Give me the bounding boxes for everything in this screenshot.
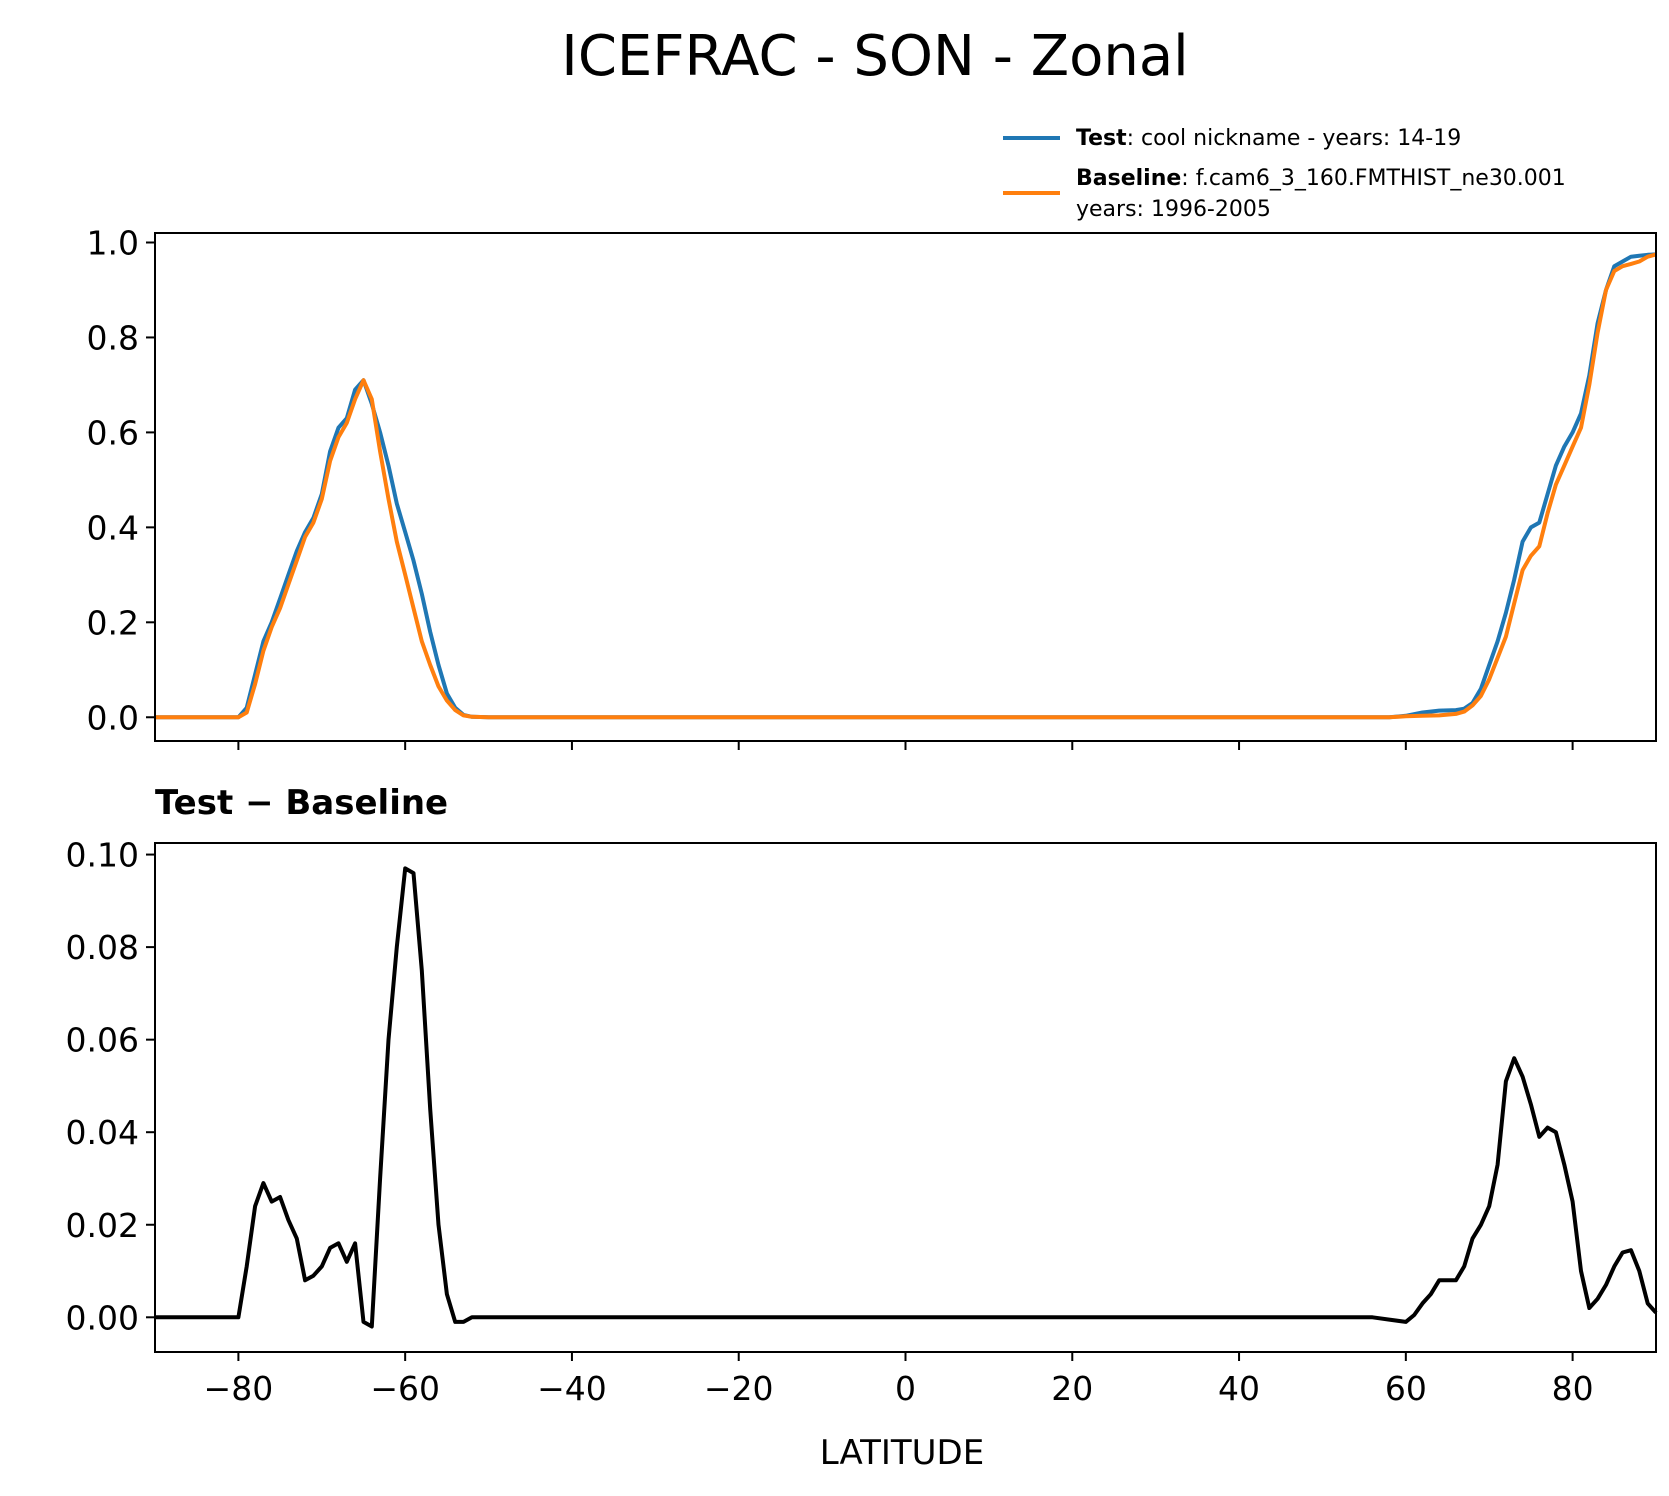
top-axes: 0.0 0.2 0.4 0.6 0.8 1.0 bbox=[87, 223, 1657, 750]
legend-baseline-text: : f.cam6_3_160.FMTHIST_ne30.001 bbox=[1181, 166, 1566, 191]
top-y-tick-label: 0.4 bbox=[87, 508, 139, 547]
bottom-x-tick-label: 40 bbox=[1218, 1369, 1260, 1408]
bottom-x-tick-label: −60 bbox=[370, 1369, 440, 1408]
x-axis-label: LATITUDE bbox=[820, 1433, 984, 1473]
top-x-ticks bbox=[237, 741, 1574, 750]
bottom-series bbox=[155, 866, 1658, 1329]
bottom-x-ticks: −80 −60 −40 −20 0 20 40 60 80 bbox=[204, 1352, 1594, 1408]
bottom-y-tick-label: 0.04 bbox=[66, 1113, 139, 1152]
top-y-tick-label: 0.0 bbox=[87, 698, 139, 737]
bottom-y-ticks: 0.00 0.02 0.04 0.06 0.08 0.10 bbox=[66, 836, 155, 1337]
bottom-series-line-difference bbox=[155, 866, 1658, 1329]
bottom-x-tick-label: −40 bbox=[537, 1369, 607, 1408]
top-series bbox=[155, 252, 1657, 720]
bottom-x-tick-label: 0 bbox=[895, 1369, 916, 1408]
bottom-x-tick-label: 80 bbox=[1552, 1369, 1594, 1408]
bottom-y-tick-label: 0.02 bbox=[66, 1206, 139, 1245]
top-y-tick-label: 0.2 bbox=[87, 603, 139, 642]
figure-title: ICEFRAC - SON - Zonal bbox=[561, 24, 1188, 89]
legend-label-baseline: Baseline: f.cam6_3_160.FMTHIST_ne30.001 bbox=[1076, 166, 1566, 191]
bottom-x-tick-label: 20 bbox=[1051, 1369, 1093, 1408]
bottom-y-tick-label: 0.10 bbox=[66, 836, 139, 875]
bottom-x-tick-label: −20 bbox=[704, 1369, 774, 1408]
legend-label-baseline-line2: years: 1996-2005 bbox=[1076, 197, 1271, 222]
bottom-axes-frame bbox=[154, 842, 1657, 1353]
top-series-line-baseline bbox=[155, 252, 1657, 720]
bottom-x-tick-label: −80 bbox=[204, 1369, 274, 1408]
legend-test-name: Test bbox=[1076, 126, 1127, 151]
legend: Test: cool nickname - years: 14-19 Basel… bbox=[1003, 126, 1566, 222]
top-y-tick-label: 0.6 bbox=[87, 413, 139, 452]
bottom-y-tick-label: 0.06 bbox=[66, 1021, 139, 1060]
top-y-tick-label: 0.8 bbox=[87, 318, 139, 357]
bottom-y-tick-label: 0.00 bbox=[66, 1298, 139, 1337]
bottom-x-tick-label: 60 bbox=[1385, 1369, 1427, 1408]
bottom-axes-title: Test − Baseline bbox=[155, 783, 448, 823]
bottom-axes: 0.00 0.02 0.04 0.06 0.08 0.10 −80 −60 −40 −20 0 20… bbox=[66, 836, 1658, 1408]
bottom-y-tick-label: 0.08 bbox=[66, 928, 139, 967]
top-axes-frame bbox=[154, 232, 1657, 742]
legend-test-text: : cool nickname - years: 14-19 bbox=[1127, 126, 1462, 151]
top-y-tick-label: 1.0 bbox=[87, 223, 139, 262]
legend-baseline-name: Baseline bbox=[1076, 166, 1181, 191]
top-y-ticks: 0.0 0.2 0.4 0.6 0.8 1.0 bbox=[87, 223, 155, 737]
legend-label-test: Test: cool nickname - years: 14-19 bbox=[1076, 126, 1461, 151]
